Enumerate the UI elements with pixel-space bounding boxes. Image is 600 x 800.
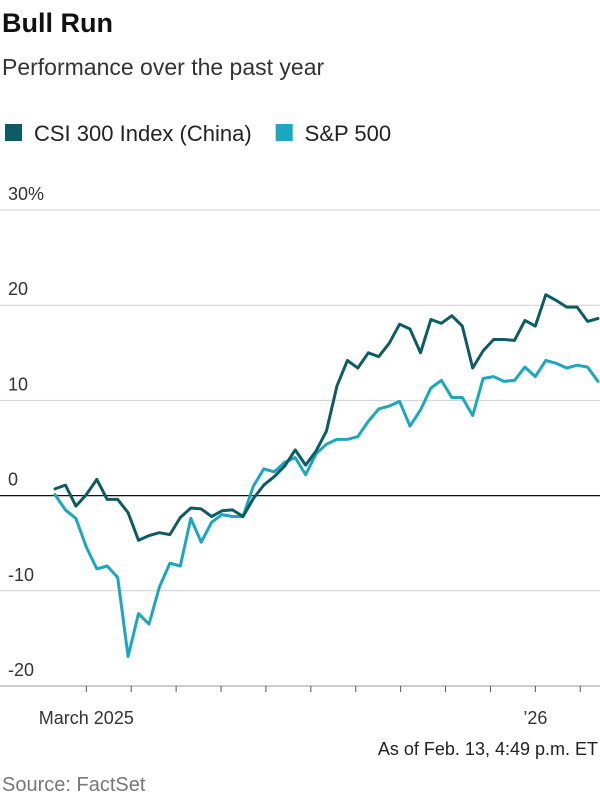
y-tick-label: -20 — [8, 660, 34, 680]
y-tick-label: 10 — [8, 374, 28, 394]
chart-note: As of Feb. 13, 4:49 p.m. ET — [378, 739, 598, 759]
legend-label: S&P 500 — [305, 121, 391, 146]
series-line — [53, 358, 600, 658]
y-tick-label: -10 — [8, 565, 34, 585]
chart-subtitle: Performance over the past year — [2, 54, 324, 80]
y-tick-label: 0 — [8, 470, 18, 490]
x-tick-label: March 2025 — [39, 708, 134, 728]
series-line — [53, 293, 600, 542]
legend-label: CSI 300 Index (China) — [34, 121, 252, 146]
chart-source: Source: FactSet — [2, 774, 146, 796]
chart-title: Bull Run — [2, 8, 113, 38]
y-tick-label: 30% — [8, 184, 44, 204]
x-tick-label: ’26 — [523, 708, 547, 728]
y-tick-label: 20 — [8, 279, 28, 299]
legend-swatch — [275, 124, 293, 141]
legend-swatch — [5, 124, 22, 141]
